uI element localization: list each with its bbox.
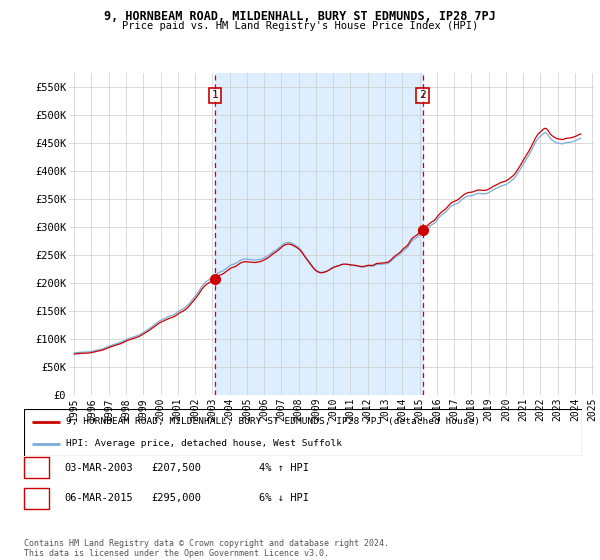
Text: 4% ↑ HPI: 4% ↑ HPI (259, 463, 309, 473)
Text: Price paid vs. HM Land Registry's House Price Index (HPI): Price paid vs. HM Land Registry's House … (122, 21, 478, 31)
Text: 2: 2 (419, 90, 426, 100)
Text: 03-MAR-2003: 03-MAR-2003 (64, 463, 133, 473)
Text: 1: 1 (33, 463, 40, 473)
Text: Contains HM Land Registry data © Crown copyright and database right 2024.
This d: Contains HM Land Registry data © Crown c… (24, 539, 389, 558)
Text: 9, HORNBEAM ROAD, MILDENHALL, BURY ST EDMUNDS, IP28 7PJ (detached house): 9, HORNBEAM ROAD, MILDENHALL, BURY ST ED… (66, 417, 480, 426)
Text: HPI: Average price, detached house, West Suffolk: HPI: Average price, detached house, West… (66, 439, 342, 448)
Text: 2: 2 (33, 493, 40, 503)
Text: 1: 1 (212, 90, 218, 100)
Text: £207,500: £207,500 (151, 463, 201, 473)
Text: 9, HORNBEAM ROAD, MILDENHALL, BURY ST EDMUNDS, IP28 7PJ: 9, HORNBEAM ROAD, MILDENHALL, BURY ST ED… (104, 10, 496, 22)
Text: £295,000: £295,000 (151, 493, 201, 503)
Bar (215, 73, 422, 395)
Text: 06-MAR-2015: 06-MAR-2015 (64, 493, 133, 503)
Text: 6% ↓ HPI: 6% ↓ HPI (259, 493, 309, 503)
